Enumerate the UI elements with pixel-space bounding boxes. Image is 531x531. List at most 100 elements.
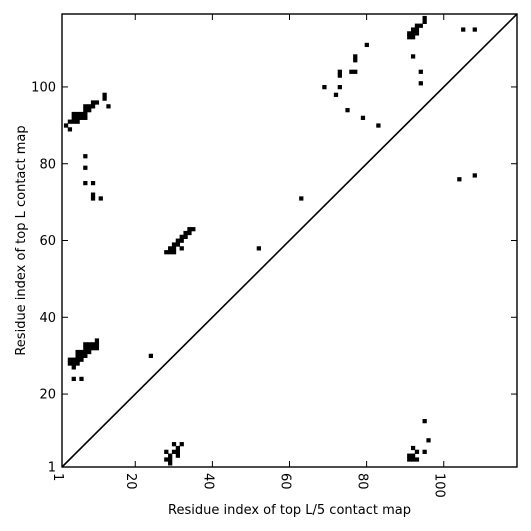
contact-point-lower (414, 449, 420, 454)
contact-point-upper (364, 42, 369, 48)
contact-point-lower (171, 442, 177, 447)
contact-point-upper (71, 115, 76, 120)
contact-point-upper (83, 353, 88, 358)
contact-point-upper (87, 349, 92, 355)
contact-point-lower (168, 457, 173, 462)
contact-point-upper (410, 54, 416, 59)
contact-point-upper (322, 85, 327, 90)
contact-point-upper (407, 35, 412, 40)
contact-point-upper (171, 242, 177, 247)
contact-point-upper (83, 181, 88, 186)
contact-point-upper (407, 31, 412, 36)
contact-point-upper (71, 111, 76, 117)
contact-point-lower (410, 457, 416, 462)
contact-point-lower (407, 457, 412, 462)
contact-point-upper (79, 376, 84, 382)
contact-point-upper (164, 250, 169, 255)
contact-point-upper (461, 27, 466, 32)
contact-point-upper (418, 81, 423, 86)
contact-point-upper (337, 85, 342, 90)
contact-point-upper (414, 27, 420, 32)
contact-point-lower (175, 445, 181, 451)
contact-point-upper (83, 111, 88, 117)
contact-point-upper (71, 365, 76, 370)
contact-point-upper (410, 31, 416, 36)
contact-point-upper (83, 346, 88, 351)
x-tick-label: 60 (277, 473, 292, 490)
contact-point-upper (337, 73, 342, 78)
contact-point-upper (79, 115, 84, 120)
contact-point-lower (175, 453, 181, 458)
y-tick-label: 20 (39, 388, 56, 403)
contact-point-upper (422, 19, 427, 24)
contact-point-upper (179, 234, 184, 239)
contact-point-upper (83, 165, 88, 170)
contact-point-upper (75, 357, 80, 362)
contact-point-upper (179, 238, 184, 243)
contact-point-upper (472, 27, 477, 32)
contact-point-upper (71, 361, 76, 366)
contact-point-upper (353, 58, 358, 63)
contact-point-lower (164, 457, 169, 462)
contact-point-upper (353, 54, 358, 59)
x-tick-label: 20 (123, 473, 138, 490)
contact-point-upper (94, 338, 100, 343)
contact-point-upper (79, 357, 84, 362)
contact-point-upper (67, 127, 73, 132)
contact-point-upper (90, 192, 96, 197)
y-tick-label: 40 (39, 311, 56, 326)
contact-point-upper (418, 69, 423, 74)
contact-point-upper (75, 111, 80, 117)
contact-point-upper (175, 242, 181, 247)
points-layer (63, 15, 477, 466)
x-tick-label: 100 (432, 473, 447, 498)
contact-point-lower (422, 449, 427, 454)
contact-point-upper (79, 111, 84, 117)
contact-point-upper (87, 342, 92, 347)
contact-point-upper (457, 177, 462, 182)
x-axis-title: Residue index of top L/5 contact map (168, 503, 411, 518)
contact-point-upper (83, 349, 88, 355)
contact-point-upper (87, 346, 92, 351)
y-tick-label: 100 (31, 80, 56, 95)
contact-point-lower (414, 457, 420, 462)
contact-point-upper (333, 92, 339, 97)
y-tick-label: 1 (48, 461, 56, 476)
contact-point-upper (79, 353, 84, 358)
contact-point-upper (106, 104, 111, 109)
contact-point-upper (71, 119, 76, 124)
contact-point-upper (376, 123, 381, 128)
contact-point-lower (426, 438, 431, 443)
contact-point-upper (94, 346, 100, 351)
x-tick-label: 80 (355, 473, 370, 490)
contact-point-upper (71, 376, 76, 382)
contact-point-upper (183, 230, 188, 236)
contact-point-upper (83, 104, 88, 109)
contact-point-upper (183, 234, 188, 239)
contact-point-upper (148, 353, 154, 358)
contact-point-lower (168, 453, 173, 458)
contact-point-upper (299, 196, 304, 201)
contact-point-upper (67, 361, 73, 366)
contact-point-upper (63, 123, 69, 128)
x-tick-label: 40 (200, 473, 215, 490)
contact-point-lower (410, 453, 416, 458)
contact-point-upper (90, 100, 96, 105)
contact-point-upper (179, 246, 184, 251)
contact-point-upper (67, 119, 73, 124)
contact-point-upper (171, 250, 177, 255)
contact-point-upper (75, 119, 80, 124)
contact-point-upper (83, 108, 88, 113)
contact-point-lower (407, 453, 412, 458)
contact-point-upper (353, 69, 358, 74)
contact-point-lower (410, 445, 416, 451)
contact-point-upper (337, 69, 342, 74)
contact-point-upper (171, 246, 177, 251)
contact-point-lower (171, 449, 177, 454)
diagonal-line (61, 13, 518, 468)
contact-point-upper (414, 23, 420, 28)
contact-point-upper (83, 342, 88, 347)
contact-point-upper (75, 115, 80, 120)
